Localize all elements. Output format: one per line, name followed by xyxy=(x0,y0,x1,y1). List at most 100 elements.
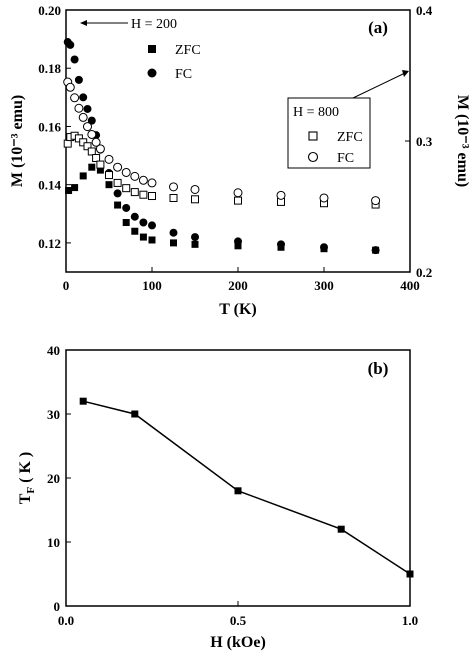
data-point xyxy=(234,487,242,495)
data-point xyxy=(191,195,199,204)
data-point xyxy=(113,178,122,187)
data-point xyxy=(371,196,381,206)
series-fc-200 xyxy=(63,38,380,255)
data-point xyxy=(191,240,199,248)
data-point xyxy=(319,193,329,203)
panel-a-left-ytick-label: 0.12 xyxy=(38,236,61,251)
data-point xyxy=(66,40,75,49)
panel-a-right-ylabel: M (10⁻³ emu) xyxy=(454,95,471,187)
data-point xyxy=(113,162,123,172)
data-point xyxy=(131,227,139,235)
panel-a-left-ytick-label: 0.18 xyxy=(38,61,61,76)
data-point xyxy=(233,188,243,198)
data-point xyxy=(234,196,242,205)
data-point xyxy=(234,237,242,246)
legend-h800-arrow xyxy=(352,72,406,99)
panel-b-ticks: 0.0 0.5 1.0 0 10 20 30 40 xyxy=(47,343,418,628)
data-point xyxy=(277,240,285,249)
data-point xyxy=(130,212,139,221)
data-point xyxy=(139,218,148,227)
data-point xyxy=(337,525,345,533)
data-point xyxy=(71,184,79,192)
panel-a-chart: 0 100 200 300 400 0.12 0.14 0.16 0.18 0.20 0.2 0.3 0… xyxy=(9,3,471,318)
data-point xyxy=(169,193,178,202)
panel-b-points xyxy=(79,397,414,578)
legend-h200: H = 200 ZFC FC xyxy=(80,17,201,82)
panel-a-xtick-label: 200 xyxy=(228,278,248,293)
data-point xyxy=(95,144,105,154)
panel-a-ticks: 0 100 200 300 400 0.12 0.14 0.16 0.18 0.20 0.2 0.3 0… xyxy=(38,3,433,293)
panel-a-label: (a) xyxy=(368,18,388,37)
panel-a-left-ytick-label: 0.20 xyxy=(38,3,61,18)
legend-h800-box xyxy=(287,97,371,169)
legend-h200-fc-marker xyxy=(147,68,157,78)
arrowhead-right-icon xyxy=(402,70,409,77)
data-point xyxy=(87,147,96,156)
data-point xyxy=(131,410,139,418)
data-point xyxy=(138,175,148,185)
data-point xyxy=(169,182,178,192)
data-point xyxy=(104,154,114,164)
data-point xyxy=(87,116,96,125)
panel-b-frame xyxy=(65,349,411,607)
data-point xyxy=(122,184,131,193)
data-point xyxy=(371,246,380,255)
panel-a-left-ytick-label: 0.16 xyxy=(38,119,61,134)
data-point xyxy=(65,186,73,194)
data-point xyxy=(70,55,79,64)
data-point xyxy=(113,189,122,198)
legend-h800: H = 800 ZFC FC xyxy=(287,70,409,169)
panel-a-xtick-label: 300 xyxy=(314,278,334,293)
panel-a-right-ytick-label: 0.4 xyxy=(416,3,433,18)
legend-h200-zfc-label: ZFC xyxy=(175,43,201,58)
data-point xyxy=(92,154,101,163)
data-point xyxy=(70,93,80,103)
panel-a-left-ylabel: M (10⁻³ emu) xyxy=(9,95,26,187)
data-point xyxy=(148,236,156,244)
data-point xyxy=(190,184,200,194)
panel-b-ytick-label: 20 xyxy=(47,471,60,486)
data-point xyxy=(79,172,87,180)
panel-a-xtick-label: 100 xyxy=(142,278,162,293)
data-point xyxy=(105,171,113,180)
panel-b-ylabel: TF ( K ) xyxy=(17,452,37,505)
data-point xyxy=(105,181,113,189)
panel-a-xlabel: T (K) xyxy=(219,301,256,318)
data-point xyxy=(83,104,92,113)
panel-a-right-ytick-label: 0.3 xyxy=(416,134,433,149)
data-point xyxy=(96,160,105,169)
data-point xyxy=(148,221,156,230)
data-point xyxy=(320,243,328,252)
panel-b-ylabel-main: T xyxy=(17,493,34,504)
legend-h200-fc-label: FC xyxy=(175,67,192,82)
panel-b-ylabel-rest: ( K ) xyxy=(17,452,34,487)
legend-h800-fc-marker xyxy=(307,151,319,163)
data-point xyxy=(96,166,104,174)
data-point xyxy=(83,142,92,151)
data-point xyxy=(74,103,84,113)
data-point xyxy=(122,203,131,212)
legend-h200-zfc-marker xyxy=(148,45,156,53)
panel-b-ylabel-sub: F xyxy=(25,487,37,494)
data-point xyxy=(170,239,177,247)
data-point xyxy=(139,233,147,241)
data-point xyxy=(130,188,139,197)
panel-b-ytick-label: 0 xyxy=(54,599,61,614)
data-point xyxy=(147,178,157,188)
panel-b-xtick-label: 1.0 xyxy=(402,613,418,628)
panel-b-ytick-label: 10 xyxy=(47,535,60,550)
panel-a-points xyxy=(63,38,381,255)
data-point xyxy=(191,233,199,242)
panel-b-xlabel: H (kOe) xyxy=(210,634,266,651)
legend-h800-zfc-marker xyxy=(308,131,318,141)
data-point xyxy=(74,75,83,84)
data-point xyxy=(88,163,96,171)
legend-h800-fc-label: FC xyxy=(337,151,354,166)
panel-b-xtick-label: 0.0 xyxy=(58,613,74,628)
legend-h200-title: H = 200 xyxy=(131,17,177,32)
data-point xyxy=(63,139,72,148)
data-point xyxy=(121,167,131,177)
panel-a-left-ytick-label: 0.14 xyxy=(38,178,61,193)
data-point xyxy=(148,192,156,201)
panel-b-xtick-label: 0.5 xyxy=(230,613,247,628)
